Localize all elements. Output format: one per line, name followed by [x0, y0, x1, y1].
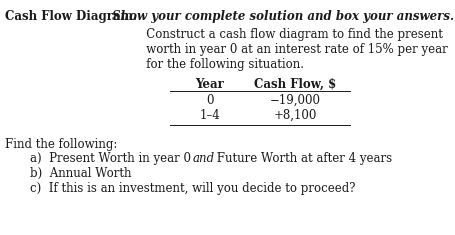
Text: +8,100: +8,100	[273, 109, 316, 122]
Text: 0: 0	[206, 94, 213, 107]
Text: and: and	[192, 152, 215, 165]
Text: Construct a cash flow diagram to find the present: Construct a cash flow diagram to find th…	[135, 28, 442, 41]
Text: c)  If this is an investment, will you decide to proceed?: c) If this is an investment, will you de…	[30, 182, 355, 195]
Text: Find the following:: Find the following:	[5, 138, 117, 151]
Text: Cash Flow, $: Cash Flow, $	[253, 78, 335, 91]
Text: 1–4: 1–4	[199, 109, 220, 122]
Text: Future Worth at after 4 years: Future Worth at after 4 years	[212, 152, 391, 165]
Text: Cash Flow Diagram.: Cash Flow Diagram.	[5, 10, 137, 23]
Text: for the following situation.: for the following situation.	[135, 58, 303, 71]
Text: worth in year 0 at an interest rate of 15% per year: worth in year 0 at an interest rate of 1…	[135, 43, 447, 56]
Text: Show your complete solution and box your answers.: Show your complete solution and box your…	[108, 10, 453, 23]
Text: b)  Annual Worth: b) Annual Worth	[30, 167, 131, 180]
Text: Year: Year	[195, 78, 224, 91]
Text: a)  Present Worth in year 0: a) Present Worth in year 0	[30, 152, 194, 165]
Text: −19,000: −19,000	[269, 94, 320, 107]
